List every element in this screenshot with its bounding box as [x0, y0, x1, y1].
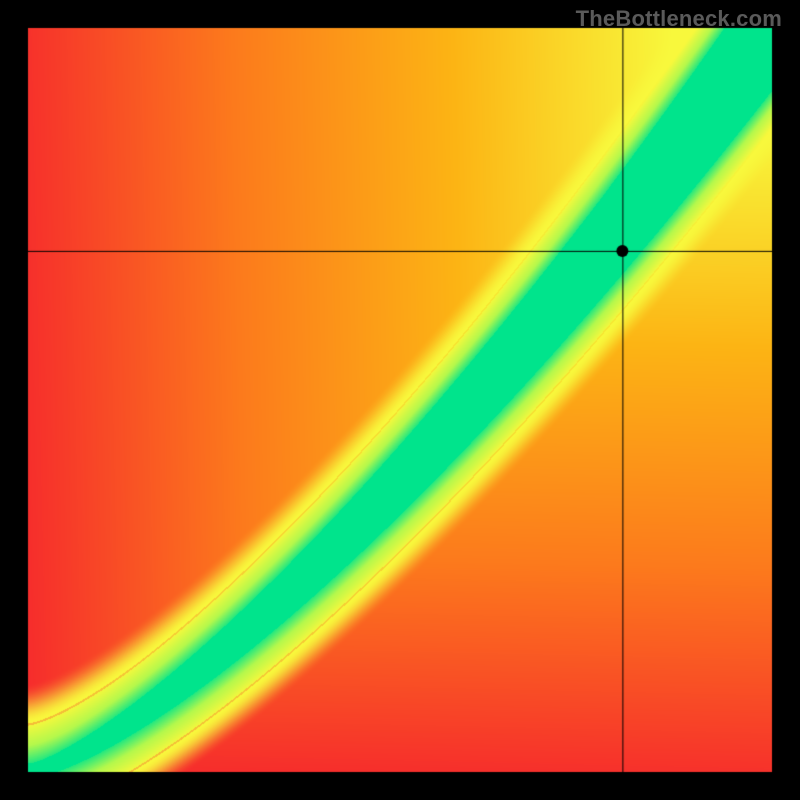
- heatmap-canvas: [0, 0, 800, 800]
- watermark-text: TheBottleneck.com: [576, 6, 782, 32]
- bottleneck-heatmap: TheBottleneck.com: [0, 0, 800, 800]
